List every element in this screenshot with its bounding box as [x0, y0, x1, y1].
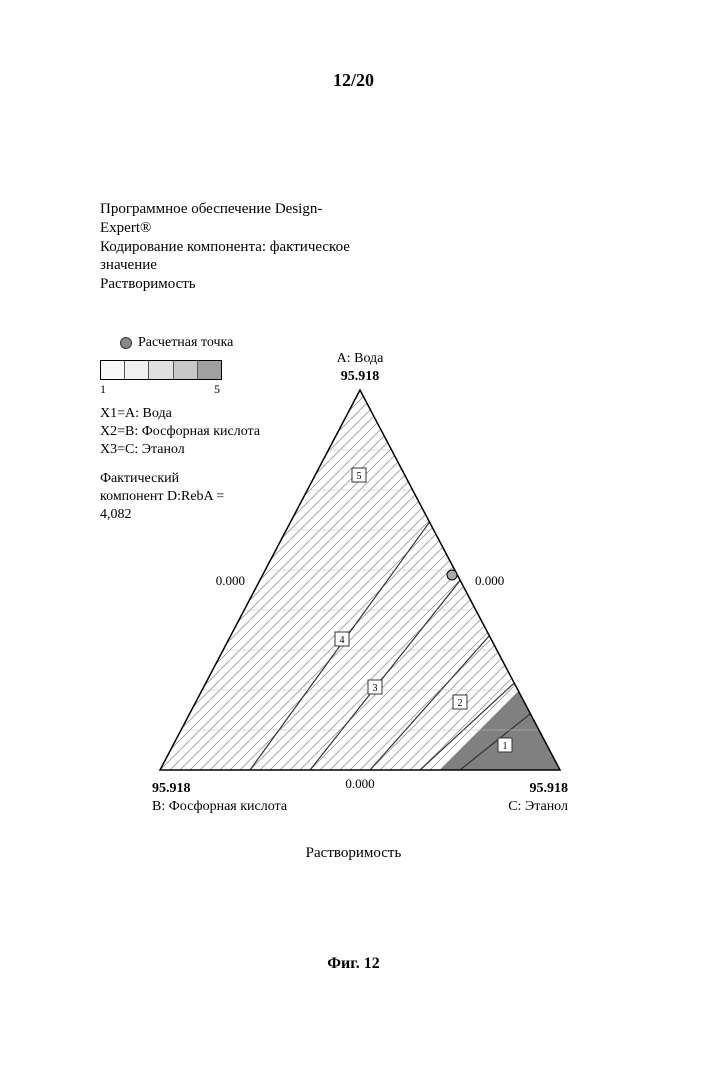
left-value: 95.918: [152, 781, 191, 796]
design-point-icon: [120, 337, 132, 349]
edge-mid-right: 0.000: [475, 573, 504, 588]
header-line: Expert®: [100, 219, 350, 238]
svg-text:1: 1: [503, 741, 508, 752]
apex-label: A: Вода: [337, 351, 385, 366]
header-line: Растворимость: [100, 275, 350, 294]
page-number: 12/20: [0, 70, 707, 91]
svg-text:2: 2: [458, 698, 463, 709]
contour-label: 4: [335, 632, 349, 646]
contour-label: 3: [368, 680, 382, 694]
contour-label: 2: [453, 695, 467, 709]
apex-value: 95.918: [341, 369, 380, 384]
edge-mid-left: 0.000: [216, 573, 245, 588]
edge-mid-bottom: 0.000: [345, 776, 374, 791]
right-label: C: Этанол: [508, 799, 568, 814]
right-value: 95.918: [530, 781, 569, 796]
design-point-marker: [447, 570, 457, 580]
figure-number: Фиг. 12: [0, 955, 707, 973]
design-point-label: Расчетная точка: [138, 335, 233, 351]
figure-caption: Растворимость: [0, 845, 707, 862]
contour-label: 1: [498, 738, 512, 752]
header-line: Кодирование компонента: фактическое: [100, 238, 350, 257]
header-line: значение: [100, 256, 350, 275]
svg-text:3: 3: [373, 683, 378, 694]
design-point-legend: Расчетная точка: [120, 335, 233, 351]
ternary-diagram: 0.000 0.000 0.000 5 4 3 2 1 A: Вода 95.9…: [100, 350, 620, 820]
header-block: Программное обеспечение Design- Expert® …: [100, 200, 350, 294]
contour-label: 5: [352, 468, 366, 482]
header-line: Программное обеспечение Design-: [100, 200, 350, 219]
svg-text:5: 5: [357, 471, 362, 482]
left-label: B: Фосфорная кислота: [152, 799, 288, 814]
svg-text:4: 4: [340, 635, 345, 646]
